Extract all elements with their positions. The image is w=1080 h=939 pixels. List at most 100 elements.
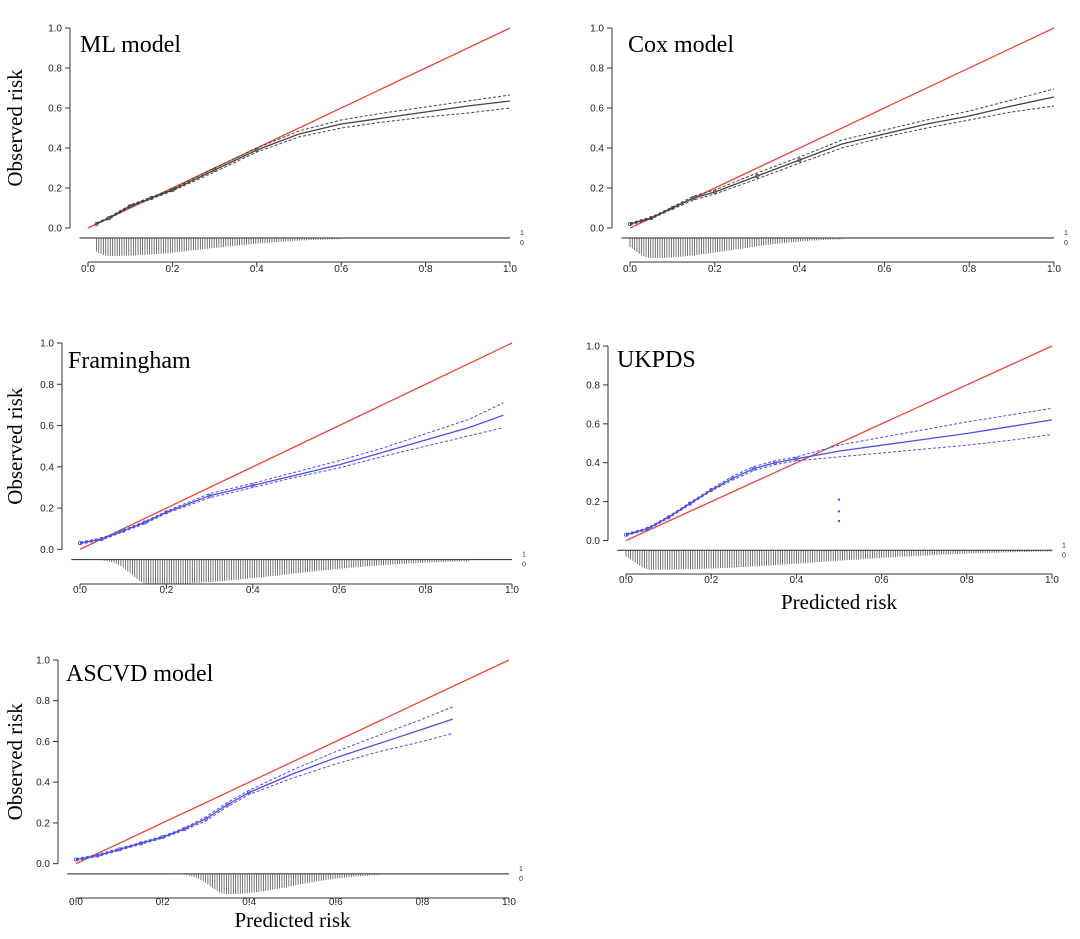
y-tick-label: 0.2 (586, 497, 600, 508)
y-tick-label: 0.0 (586, 536, 600, 547)
x-tick-label: 0.0 (623, 264, 637, 275)
rug-label-event: 1 (522, 552, 526, 559)
y-tick-label: 0.2 (590, 184, 604, 195)
y-tick-label: 0.4 (40, 462, 54, 473)
calibration-point (755, 173, 760, 178)
x-tick-label: 0.0 (69, 897, 83, 908)
calibration-point (107, 215, 112, 220)
calibration-point (628, 221, 633, 226)
x-tick-label: 1.0 (502, 897, 516, 908)
x-tick-label: 0.6 (875, 575, 889, 586)
calibration-point (128, 203, 133, 208)
y-tick-label: 0.4 (48, 144, 62, 155)
x-tick-label: 1.0 (505, 585, 519, 596)
y-tick-label: 0.6 (586, 419, 600, 430)
panel-title: UKPDS (617, 347, 696, 373)
y-axis-label: Observed risk (3, 387, 27, 505)
calibration-point (794, 456, 799, 461)
calibration-upper-ci (625, 407, 1053, 535)
data-point (837, 510, 841, 513)
rug-label-event: 1 (519, 866, 523, 873)
x-tick-label: 0.6 (329, 897, 343, 908)
y-tick-label: 0.2 (40, 504, 54, 515)
ideal-calibration-line (75, 659, 510, 865)
y-tick-label: 0.4 (586, 458, 600, 469)
calibration-point (117, 847, 122, 852)
x-tick-label: 0.6 (332, 585, 346, 596)
calibration-point (225, 802, 230, 807)
calibration-panel-3: 0.0 0.2 0.4 0.6 0.8 1.0 0.0 0.2 0.4 0.6 0.8 1.0 1 0 Fr… (3, 339, 526, 597)
y-tick-label: 0.2 (48, 184, 62, 195)
ideal-calibration-line (79, 342, 513, 550)
rug-label-nonevent: 0 (519, 876, 523, 883)
calibration-point (207, 493, 212, 498)
x-tick-label: 0.4 (246, 585, 260, 596)
calibration-point (797, 157, 802, 162)
calibration-point (170, 187, 175, 192)
calibration-point (203, 816, 208, 821)
y-tick-label: 0.2 (36, 818, 50, 829)
calibration-upper-ci (629, 88, 1055, 224)
y-axis-label: Observed risk (3, 703, 27, 821)
calibration-upper-ci (75, 706, 453, 859)
calibration-point (78, 541, 83, 546)
x-axis-label: Predicted risk (781, 590, 898, 614)
calibration-point (212, 167, 217, 172)
x-tick-label: 0.0 (619, 575, 633, 586)
calibration-point (712, 189, 717, 194)
calibration-point (624, 532, 629, 537)
x-tick-label: 0.4 (242, 897, 256, 908)
calibration-point (670, 205, 675, 210)
x-tick-label: 0.6 (334, 264, 348, 275)
calibration-point (160, 835, 165, 840)
calibration-lower-ci (629, 105, 1055, 226)
calibration-panel-4: 0.0 0.2 0.4 0.6 0.8 1.0 0.0 0.2 0.4 0.6 0.8 1.0 1 0 UK… (586, 342, 1066, 615)
panel-title: Cox model (628, 32, 734, 58)
x-tick-label: 0.4 (793, 264, 807, 275)
x-tick-label: 0.0 (73, 585, 87, 596)
x-tick-label: 1.0 (1047, 264, 1061, 275)
y-tick-label: 0.0 (590, 224, 604, 235)
x-tick-label: 0.4 (789, 575, 803, 586)
calibration-lower-ci (79, 427, 504, 545)
calibration-panel-5: 0.0 0.2 0.4 0.6 0.8 1.0 0.0 0.2 0.4 0.6 0.8 1.0 1 0 AS… (3, 656, 523, 933)
y-tick-label: 0.6 (590, 104, 604, 115)
calibration-point (138, 841, 143, 846)
rug-label-nonevent: 0 (520, 240, 524, 247)
calibration-point (149, 195, 154, 200)
panel-title: Framingham (68, 348, 191, 374)
calibration-point (751, 466, 756, 471)
calibration-point (142, 520, 147, 525)
x-tick-label: 1.0 (503, 264, 517, 275)
y-axis-label: Observed risk (3, 69, 27, 187)
y-tick-label: 1.0 (590, 24, 604, 35)
calibration-curve (79, 414, 504, 544)
y-tick-label: 1.0 (586, 342, 600, 353)
calibration-point (164, 510, 169, 515)
y-tick-label: 1.0 (48, 24, 62, 35)
y-tick-label: 0.8 (36, 696, 50, 707)
calibration-point (254, 147, 259, 152)
x-tick-label: 1.0 (1045, 575, 1059, 586)
x-tick-label: 0.8 (415, 897, 429, 908)
x-tick-label: 0.8 (960, 575, 974, 586)
x-tick-label: 0.0 (81, 264, 95, 275)
rug-label-event: 1 (1062, 542, 1066, 549)
calibration-point (666, 515, 671, 520)
calibration-point (687, 501, 692, 506)
y-tick-label: 0.8 (590, 64, 604, 75)
y-tick-label: 1.0 (40, 339, 54, 350)
y-tick-label: 0.6 (48, 104, 62, 115)
calibration-point (645, 526, 650, 531)
y-tick-label: 0.4 (36, 778, 50, 789)
calibration-point (99, 537, 104, 542)
y-tick-label: 1.0 (36, 656, 50, 667)
calibration-upper-ci (96, 94, 511, 224)
calibration-point (250, 483, 255, 488)
y-tick-label: 0.6 (36, 737, 50, 748)
calibration-upper-ci (79, 402, 504, 543)
y-tick-label: 0.0 (40, 545, 54, 556)
y-tick-label: 0.8 (48, 64, 62, 75)
x-tick-label: 0.2 (708, 264, 722, 275)
